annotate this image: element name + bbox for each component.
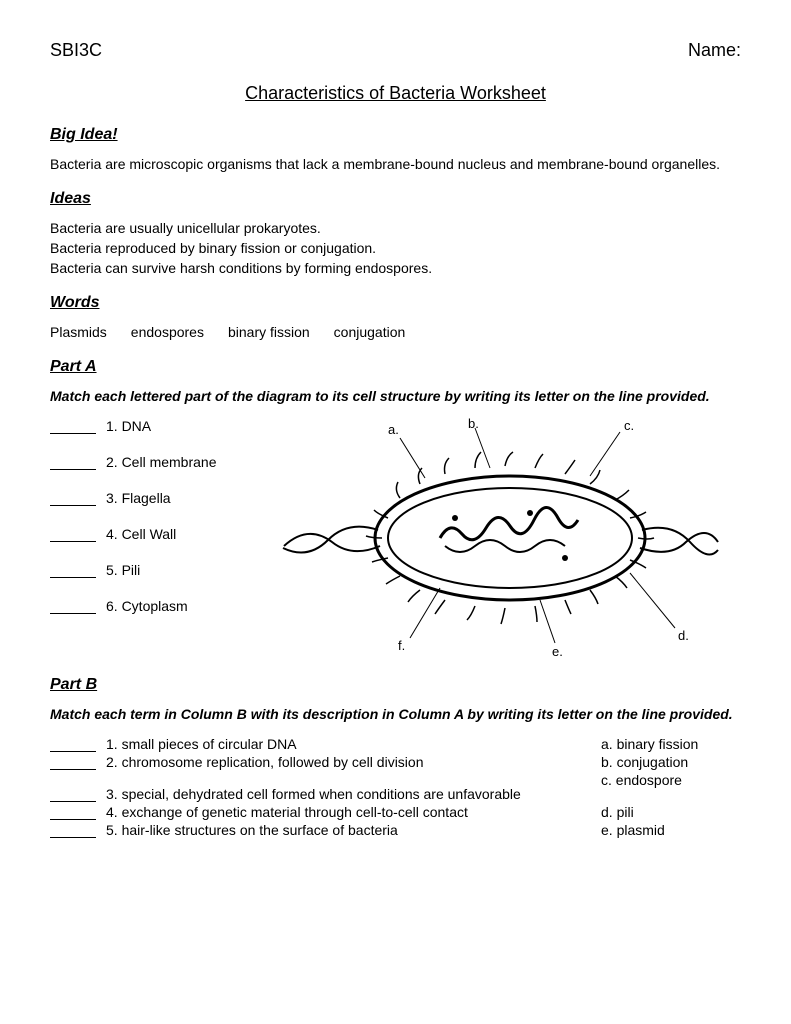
ideas-line-1: Bacteria are usually unicellular prokary… <box>50 220 741 236</box>
column-a-text: 2. chromosome replication, followed by c… <box>106 754 423 770</box>
diagram-label-a: a. <box>388 422 399 437</box>
column-b-item: d. pili <box>601 804 741 820</box>
match-label: 1. DNA <box>106 418 151 434</box>
ideas-line-2: Bacteria reproduced by binary fission or… <box>50 240 741 256</box>
answer-blank[interactable] <box>50 787 96 802</box>
column-b-item: e. plasmid <box>601 822 741 838</box>
diagram-label-f: f. <box>398 638 405 653</box>
part-a-heading: Part A <box>50 358 741 376</box>
column-a-text: 4. exchange of genetic material through … <box>106 804 468 820</box>
column-a-row: 5. hair-like structures on the surface o… <box>50 822 601 838</box>
answer-blank[interactable] <box>50 419 96 434</box>
answer-blank[interactable] <box>50 527 96 542</box>
words-row: Plasmids endospores binary fission conju… <box>50 324 741 340</box>
diagram-label-c: c. <box>624 418 634 433</box>
part-b-instruction: Match each term in Column B with its des… <box>50 706 741 722</box>
page-title: Characteristics of Bacteria Worksheet <box>50 83 741 104</box>
column-b: a. binary fission b. conjugation c. endo… <box>601 736 741 840</box>
bacteria-svg: a. b. c. d. e. f. <box>280 418 720 658</box>
match-label: 3. Flagella <box>106 490 171 506</box>
ideas-line-3: Bacteria can survive harsh conditions by… <box>50 260 741 276</box>
answer-blank[interactable] <box>50 805 96 820</box>
answer-blank[interactable] <box>50 755 96 770</box>
match-row: 2. Cell membrane <box>50 454 280 470</box>
name-label: Name: <box>688 40 741 61</box>
column-a-row: 4. exchange of genetic material through … <box>50 804 601 820</box>
answer-blank[interactable] <box>50 563 96 578</box>
big-idea-heading: Big Idea! <box>50 126 741 144</box>
match-row: 6. Cytoplasm <box>50 598 280 614</box>
diagram-label-b: b. <box>468 418 479 431</box>
answer-blank[interactable] <box>50 491 96 506</box>
match-row: 5. Pili <box>50 562 280 578</box>
column-b-item: b. conjugation <box>601 754 741 770</box>
match-label: 5. Pili <box>106 562 140 578</box>
word-item: binary fission <box>228 324 310 340</box>
header-row: SBI3C Name: <box>50 40 741 61</box>
match-label: 4. Cell Wall <box>106 526 176 542</box>
column-a-row: 1. small pieces of circular DNA <box>50 736 601 752</box>
part-a-instruction: Match each lettered part of the diagram … <box>50 388 741 404</box>
bacteria-diagram: a. b. c. d. e. f. <box>280 418 741 658</box>
answer-blank[interactable] <box>50 599 96 614</box>
answer-blank[interactable] <box>50 455 96 470</box>
match-label: 2. Cell membrane <box>106 454 217 470</box>
big-idea-text: Bacteria are microscopic organisms that … <box>50 156 741 172</box>
word-item: endospores <box>131 324 204 340</box>
part-b-heading: Part B <box>50 676 741 694</box>
diagram-label-d: d. <box>678 628 689 643</box>
part-a-content: 1. DNA 2. Cell membrane 3. Flagella 4. C… <box>50 418 741 658</box>
column-b-item: c. endospore <box>601 772 741 788</box>
diagram-label-e: e. <box>552 644 563 658</box>
answer-blank[interactable] <box>50 823 96 838</box>
column-b-item: a. binary fission <box>601 736 741 752</box>
match-row: 3. Flagella <box>50 490 280 506</box>
course-code: SBI3C <box>50 40 102 61</box>
match-label: 6. Cytoplasm <box>106 598 188 614</box>
column-a-text: 5. hair-like structures on the surface o… <box>106 822 398 838</box>
word-item: Plasmids <box>50 324 107 340</box>
words-heading: Words <box>50 294 741 312</box>
column-a: 1. small pieces of circular DNA 2. chrom… <box>50 736 601 840</box>
part-a-list: 1. DNA 2. Cell membrane 3. Flagella 4. C… <box>50 418 280 634</box>
word-item: conjugation <box>334 324 406 340</box>
column-a-text: 3. special, dehydrated cell formed when … <box>106 786 521 802</box>
ideas-heading: Ideas <box>50 190 741 208</box>
match-row: 1. DNA <box>50 418 280 434</box>
part-b-content: 1. small pieces of circular DNA 2. chrom… <box>50 736 741 840</box>
column-a-row: 3. special, dehydrated cell formed when … <box>50 786 601 802</box>
column-a-text: 1. small pieces of circular DNA <box>106 736 297 752</box>
answer-blank[interactable] <box>50 737 96 752</box>
column-a-row: 2. chromosome replication, followed by c… <box>50 754 601 770</box>
match-row: 4. Cell Wall <box>50 526 280 542</box>
